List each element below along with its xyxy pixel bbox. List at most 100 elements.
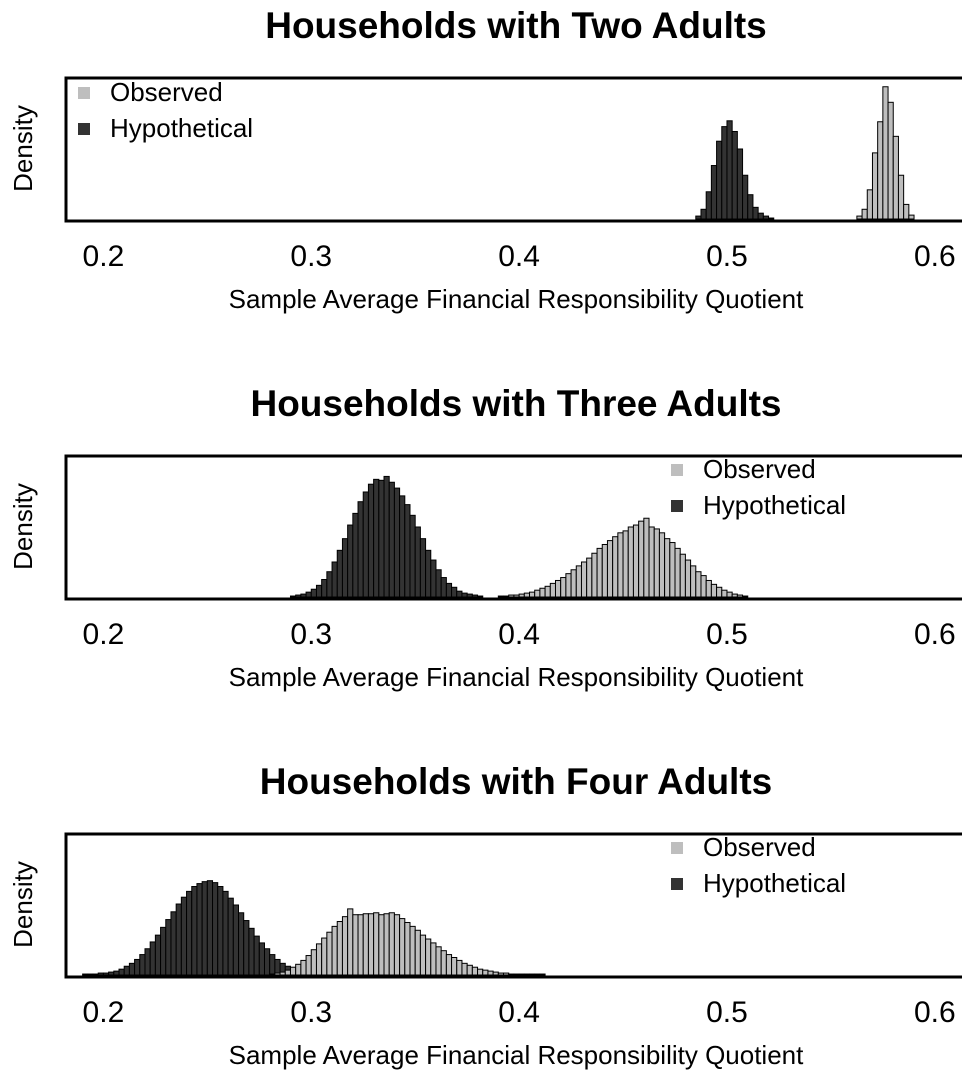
histogram-bar (243, 920, 250, 976)
histogram-bar (518, 593, 525, 598)
histogram-bar (731, 593, 738, 598)
histogram-bar (238, 912, 245, 976)
histogram-bar (165, 919, 172, 976)
histogram-bar (487, 970, 494, 976)
histogram-bar (149, 941, 156, 976)
histogram-bar (186, 890, 193, 976)
histogram-bar (903, 203, 910, 220)
histogram-bar (529, 973, 536, 976)
legend-label: Observed (703, 454, 816, 484)
histogram-bar (180, 896, 188, 976)
histogram-bar (362, 913, 369, 976)
histogram-bar (627, 526, 634, 598)
histogram-bar (529, 591, 536, 598)
histogram-bar (908, 214, 915, 220)
histogram-bar (445, 582, 453, 598)
panel: Households with Two Adults Density Sample … (8, 5, 962, 314)
histogram-bar (295, 594, 302, 598)
histogram-bar (580, 561, 588, 598)
histogram-bar (201, 881, 208, 976)
histogram-bar (399, 495, 406, 598)
histogram-bar (461, 962, 468, 976)
legend-swatch (671, 500, 683, 512)
histogram-bar (721, 589, 728, 598)
histogram-bar (466, 593, 473, 598)
panel: Households with Three Adults Density Sampl… (8, 383, 962, 692)
histogram-bar (695, 215, 702, 220)
histogram-bar (367, 913, 375, 976)
histogram-bar (430, 942, 437, 976)
histogram-bar (102, 972, 110, 976)
histogram-bar (404, 504, 411, 598)
histogram-bar (393, 914, 401, 976)
histogram-bar (222, 890, 229, 976)
legend-label: Observed (110, 77, 223, 107)
histogram-bar (617, 532, 624, 598)
histogram-bar (258, 942, 265, 976)
legend-label: Observed (703, 832, 816, 862)
histogram-bar (263, 948, 271, 976)
histogram-bar (414, 526, 421, 598)
histogram-bar (393, 487, 401, 598)
histogram-bar (378, 479, 385, 598)
histogram-bar (144, 948, 151, 976)
histogram-bar (560, 577, 567, 598)
histogram-bar (367, 483, 375, 598)
histogram-bar (586, 557, 593, 598)
histogram-bar (658, 532, 666, 598)
histogram-bar (539, 973, 546, 976)
histogram-bar (716, 586, 723, 598)
histogram-bar (154, 934, 162, 976)
histogram-bar (554, 579, 562, 598)
histogram-bar (87, 973, 94, 976)
histogram-bar (341, 538, 349, 598)
histogram-bar (513, 973, 520, 976)
histogram-bar (409, 514, 416, 598)
histogram-bar (305, 955, 312, 976)
histogram-bar (253, 935, 260, 976)
histogram-bar (430, 559, 437, 598)
histogram-bar (638, 520, 645, 598)
histogram-bar (212, 882, 219, 976)
histogram-bar (206, 880, 214, 976)
histogram-bar (378, 914, 385, 976)
x-tick-label: 0.4 (498, 996, 540, 1029)
x-tick-label: 0.5 (706, 996, 748, 1029)
histogram-bar (362, 491, 369, 598)
histogram-bar (684, 559, 692, 598)
histogram-bar (716, 140, 723, 220)
histogram-bar (866, 189, 873, 220)
histogram-bar (321, 937, 328, 976)
histogram-bar (606, 540, 614, 598)
legend-label: Hypothetical (110, 113, 253, 143)
legend-swatch (78, 87, 90, 99)
histogram-bar (82, 973, 89, 976)
histogram-bar (191, 886, 198, 976)
histogram-bar (456, 959, 463, 976)
histogram-bar (248, 927, 255, 976)
x-axis-label: Sample Average Financial Responsibility … (229, 284, 805, 314)
histogram-bar (892, 135, 899, 220)
histogram-bar (643, 517, 650, 598)
histogram-bar (674, 547, 681, 598)
histogram-bar (92, 973, 99, 976)
histogram-bar (284, 969, 291, 976)
histogram-bar (612, 536, 619, 598)
x-axis-label: Sample Average Financial Responsibility … (229, 1040, 805, 1070)
histogram-bar (752, 206, 759, 220)
histogram-bar (274, 972, 281, 976)
histogram-bar (128, 962, 136, 976)
panel-title: Households with Four Adults (260, 761, 773, 802)
y-axis-label: Density (8, 861, 38, 948)
histogram-bar (742, 174, 749, 220)
x-tick-label: 0.3 (290, 618, 332, 651)
histogram-bar (664, 538, 671, 598)
histogram-bar (534, 589, 541, 598)
histogram-bar (742, 595, 749, 598)
legend-label: Hypothetical (703, 490, 846, 520)
histogram-bar (425, 549, 432, 598)
histogram-bar (289, 966, 297, 976)
histogram-bar (632, 524, 640, 598)
histogram-bar (289, 595, 297, 598)
histogram-bar (341, 916, 349, 976)
